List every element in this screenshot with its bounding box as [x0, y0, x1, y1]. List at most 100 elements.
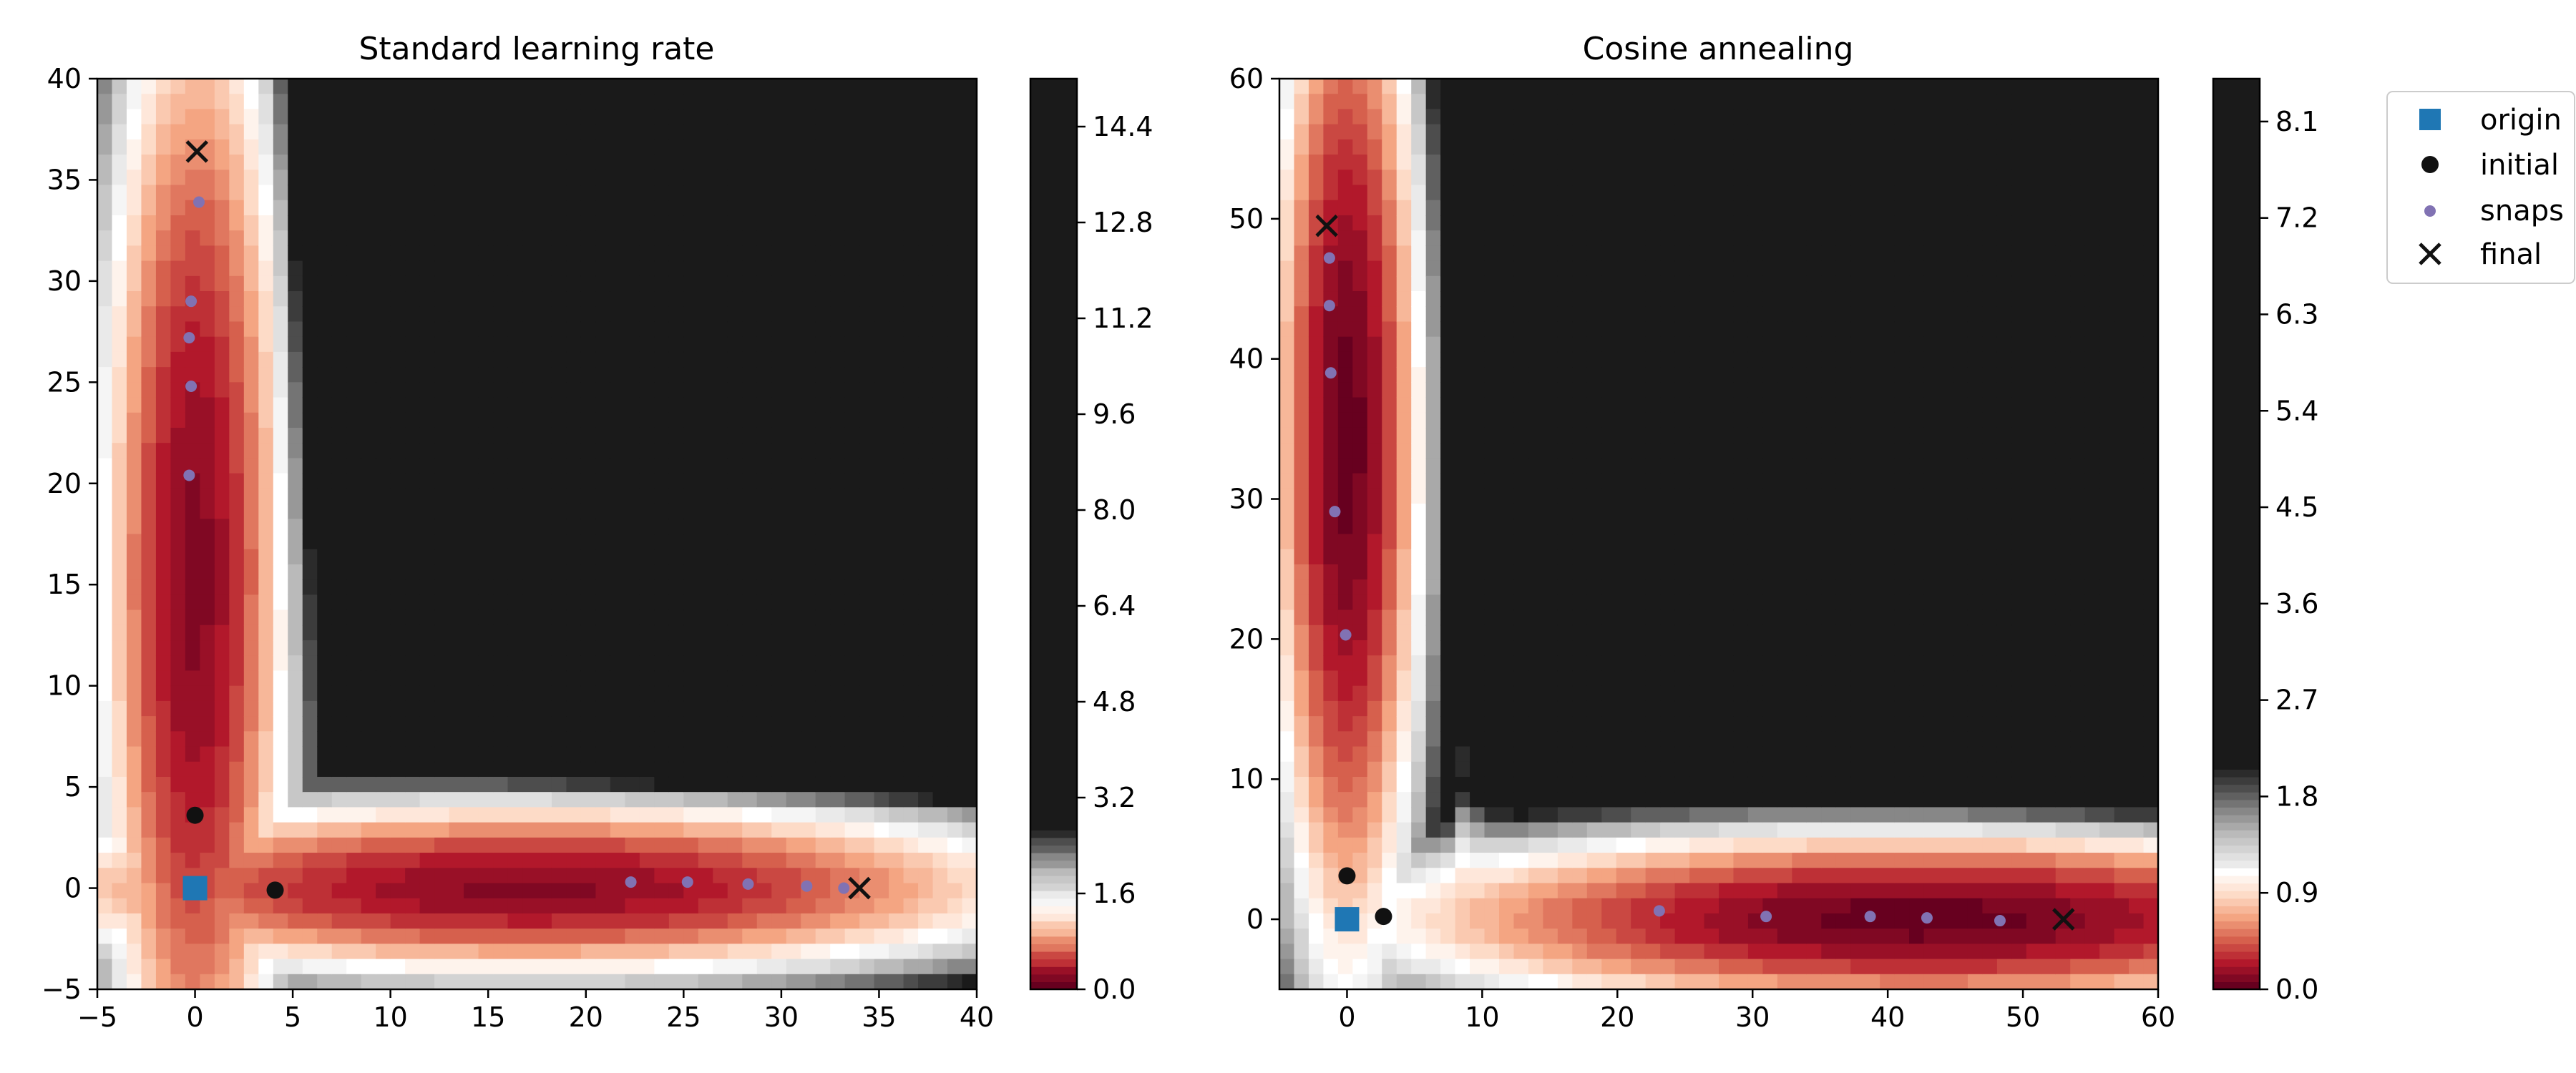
contour-cell: [288, 443, 303, 459]
contour-cell: [155, 321, 172, 338]
contour-cell: [698, 367, 713, 383]
contour-cell: [580, 640, 597, 656]
contour-cell: [580, 367, 597, 383]
contour-cell: [346, 776, 362, 793]
contour-cell: [1425, 215, 1441, 231]
contour-cell: [595, 306, 611, 323]
contour-cell: [214, 822, 230, 838]
contour-cell: [668, 579, 684, 595]
contour-cell: [537, 458, 552, 474]
contour-cell: [551, 427, 567, 444]
contour-cell: [170, 944, 186, 960]
contour-cell: [1294, 336, 1309, 353]
contour-cell: [112, 853, 127, 868]
contour-cell: [1499, 837, 1515, 853]
contour-cell: [932, 260, 948, 277]
contour-cell: [302, 670, 318, 687]
contour-cell: [1352, 883, 1368, 899]
contour-cell: [668, 776, 684, 793]
contour-cell: [1352, 155, 1368, 170]
contour-cell: [522, 944, 538, 960]
contour-cell: [756, 898, 772, 914]
contour-cell: [346, 594, 362, 611]
contour-cell: [141, 443, 157, 459]
contour-cell: [478, 185, 494, 201]
contour-cell: [1425, 837, 1441, 853]
contour-cell: [390, 443, 406, 459]
contour-cell: [1367, 731, 1382, 748]
contour-cell: [683, 124, 699, 140]
contour-cell: [126, 609, 142, 626]
contour-cell: [1367, 245, 1382, 262]
contour-cell: [1279, 731, 1295, 748]
contour-cell: [962, 397, 977, 413]
contour-cell: [1440, 746, 1456, 763]
contour-cell: [405, 351, 421, 368]
contour-cell: [273, 670, 288, 687]
contour-cell: [126, 716, 142, 732]
contour-cell: [1528, 913, 1543, 929]
contour-cell: [522, 564, 538, 580]
contour-cell: [361, 200, 376, 216]
contour-cell: [493, 200, 509, 216]
contour-cell: [405, 306, 421, 323]
contour-cell: [874, 929, 889, 944]
contour-cell: [830, 230, 846, 246]
contour-cell: [639, 685, 655, 702]
contour-cell: [331, 837, 347, 853]
contour-cell: [141, 139, 157, 155]
contour-cell: [390, 458, 406, 474]
contour-cell: [419, 155, 435, 170]
contour-cell: [859, 245, 875, 262]
contour-cell: [654, 336, 670, 353]
contour-cell: [727, 655, 743, 672]
contour-cell: [610, 291, 625, 307]
contour-cell: [155, 716, 172, 732]
x-tick-label: 40: [960, 1001, 994, 1033]
contour-cell: [331, 534, 347, 550]
contour-cell: [903, 731, 919, 748]
contour-cell: [566, 534, 582, 550]
contour-cell: [214, 488, 230, 504]
contour-cell: [844, 959, 860, 975]
contour-cell: [126, 640, 142, 656]
contour-cell: [155, 443, 172, 459]
contour-cell: [478, 170, 494, 186]
contour-cell: [1396, 913, 1412, 929]
contour-cell: [668, 716, 684, 732]
contour-cell: [522, 215, 538, 231]
contour-cell: [449, 564, 464, 580]
contour-cell: [742, 336, 758, 353]
colorbar-band: [1030, 162, 1077, 170]
contour-cell: [727, 367, 743, 383]
contour-cell: [273, 139, 288, 155]
contour-cell: [155, 655, 172, 672]
contour-cell: [185, 624, 200, 641]
contour-cell: [1425, 260, 1441, 277]
contour-cell: [346, 731, 362, 748]
contour-cell: [668, 427, 684, 444]
contour-cell: [756, 124, 772, 140]
contour-cell: [302, 792, 318, 808]
contour-cell: [1513, 443, 1529, 459]
contour-cell: [126, 275, 142, 292]
colorbar-band: [1030, 853, 1077, 861]
contour-cell: [698, 959, 713, 975]
contour-cell: [434, 883, 450, 899]
contour-cell: [1543, 579, 1558, 595]
contour-cell: [1279, 868, 1295, 884]
contour-cell: [610, 807, 625, 823]
contour-cell: [376, 124, 391, 140]
contour-cell: [1323, 761, 1339, 778]
contour-cell: [1470, 230, 1485, 246]
contour-cell: [200, 716, 215, 732]
contour-cell: [815, 321, 831, 338]
contour-cell: [288, 215, 303, 231]
contour-cell: [1528, 170, 1543, 186]
contour-cell: [258, 700, 274, 717]
contour-cell: [1543, 929, 1558, 944]
contour-cell: [449, 700, 464, 717]
contour-cell: [859, 215, 875, 231]
contour-cell: [405, 944, 421, 960]
contour-cell: [639, 291, 655, 307]
